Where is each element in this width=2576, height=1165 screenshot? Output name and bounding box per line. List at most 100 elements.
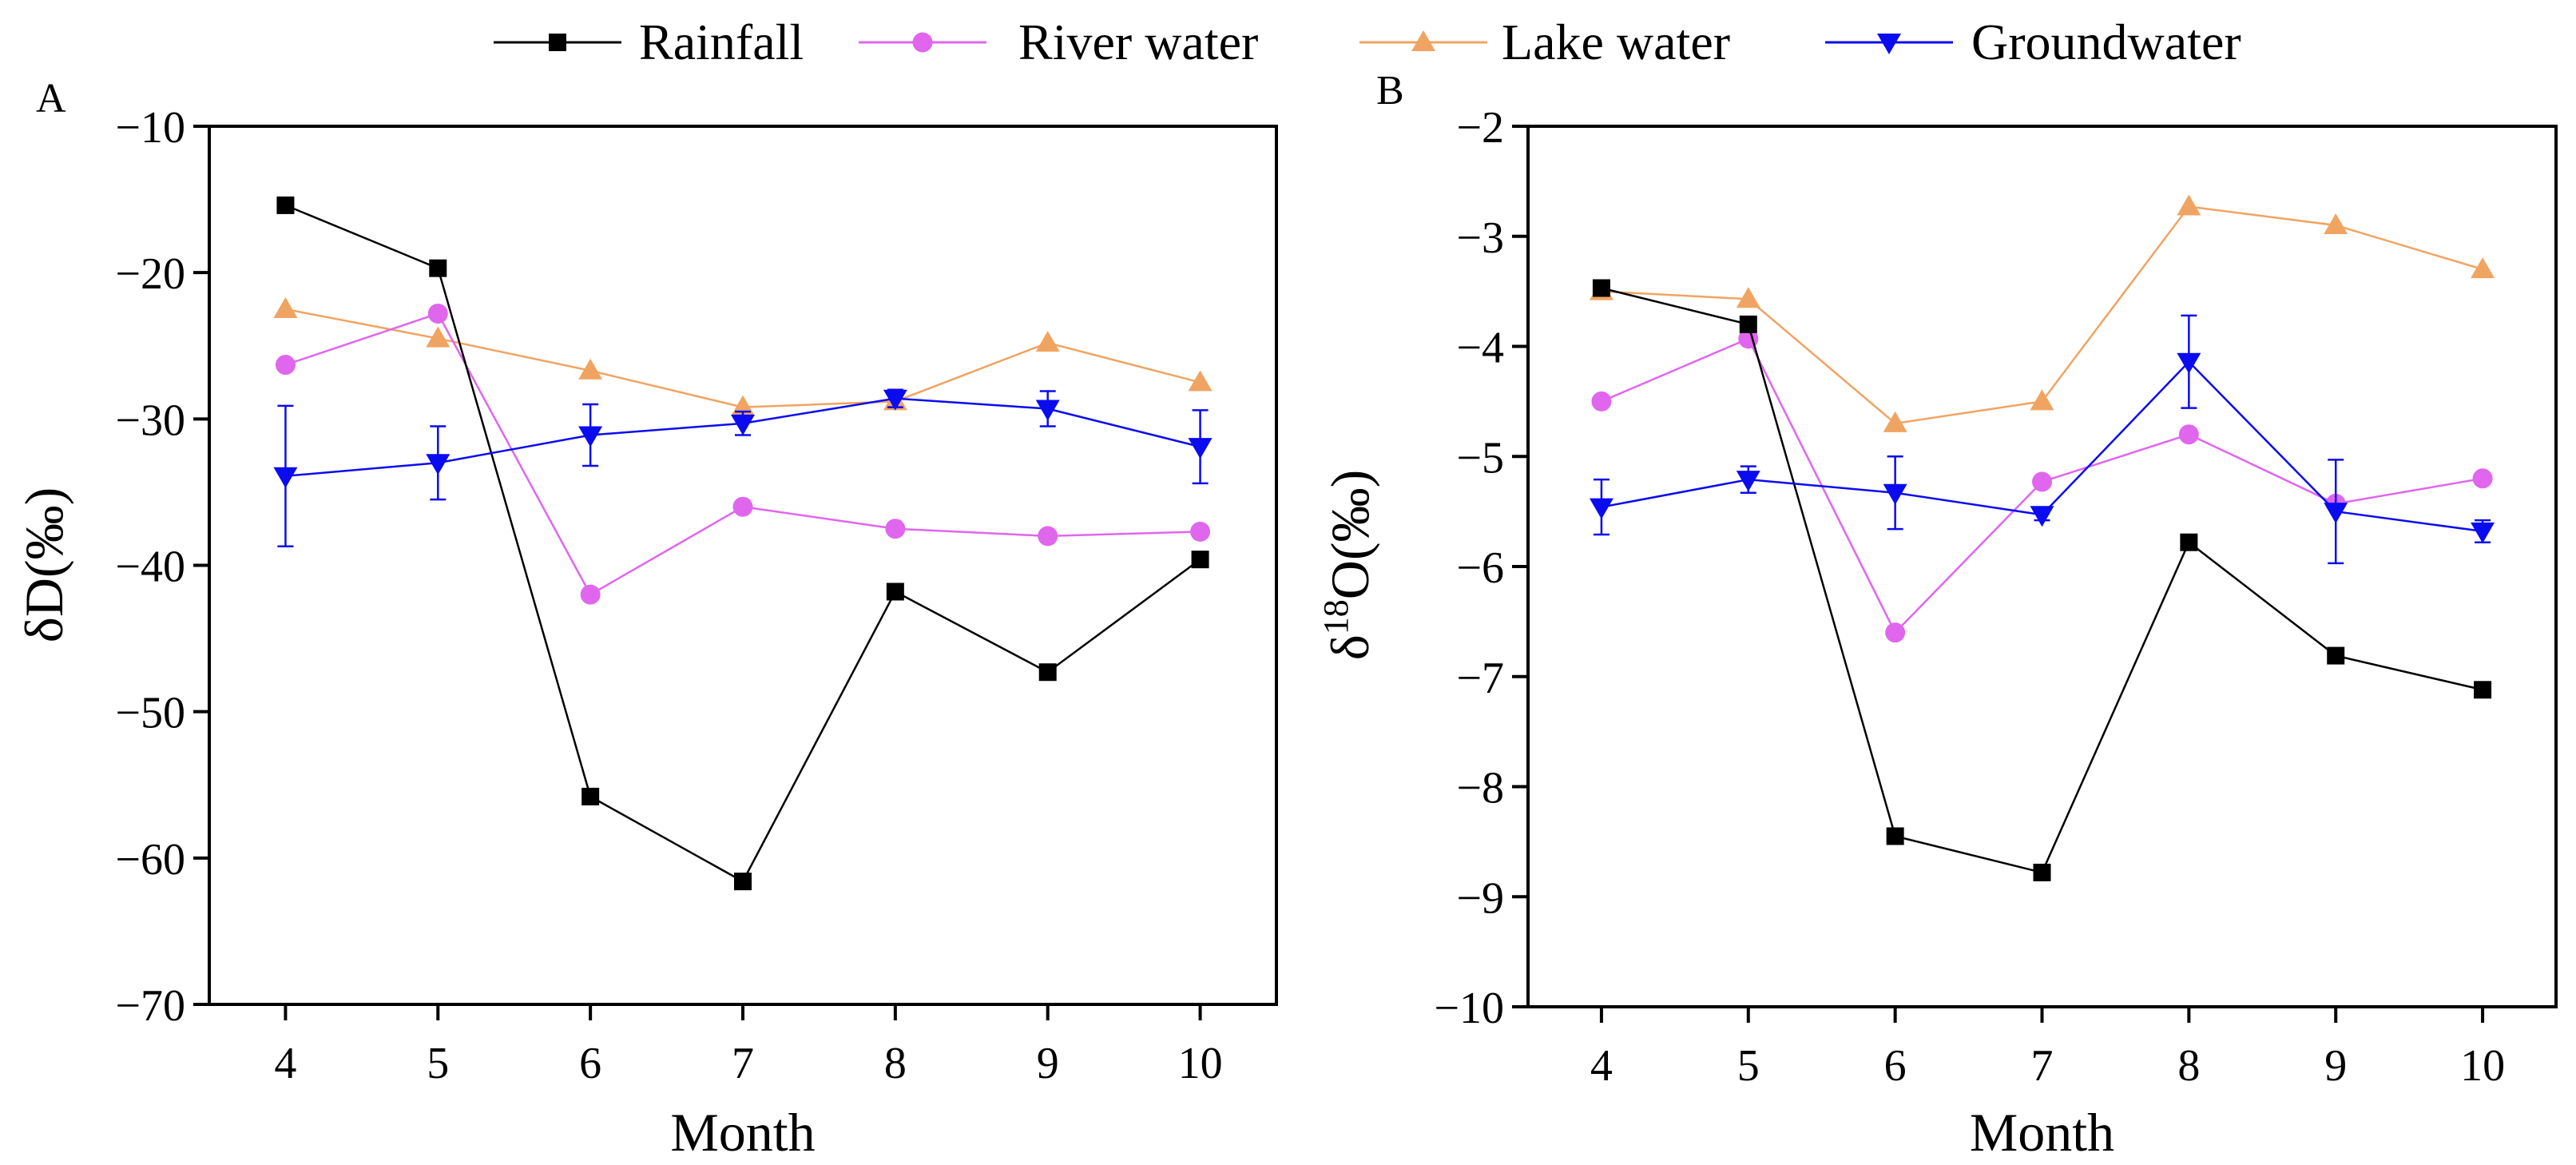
data-point <box>732 496 753 517</box>
legend-label: Groundwater <box>1971 14 2241 70</box>
series-river-water <box>1591 328 2493 643</box>
data-point <box>1592 279 1610 297</box>
legend-marker <box>1411 30 1435 51</box>
series-line <box>285 312 1201 596</box>
panel-letter: A <box>36 76 66 121</box>
x-tick-label: 8 <box>884 1039 907 1088</box>
data-point <box>2178 424 2199 445</box>
data-point <box>580 584 601 605</box>
y-tick-label: −6 <box>1456 543 1504 593</box>
y-tick-label: −30 <box>115 396 185 445</box>
y-tick-label: −10 <box>115 103 185 153</box>
data-point <box>2030 506 2054 527</box>
data-point <box>276 196 295 214</box>
data-point <box>1038 663 1057 682</box>
data-point <box>1035 331 1060 352</box>
x-tick-label: 10 <box>1178 1039 1223 1088</box>
series-groundwater <box>1589 314 2495 565</box>
x-tick-label: 7 <box>732 1039 754 1088</box>
data-point <box>734 873 752 891</box>
data-point <box>1188 438 1213 459</box>
data-point <box>2474 681 2492 699</box>
data-point <box>1591 391 1612 412</box>
data-point <box>2471 522 2495 543</box>
y-tick-label: −70 <box>115 981 185 1031</box>
legend-marker <box>1877 34 1901 54</box>
legend-label: River water <box>1018 14 1258 70</box>
x-tick-label: 7 <box>2031 1041 2054 1091</box>
data-point <box>2180 533 2198 551</box>
series-rainfall <box>1592 279 2492 881</box>
x-tick-label: 10 <box>2460 1041 2505 1091</box>
y-tick-label: −50 <box>115 689 185 738</box>
x-tick-label: 5 <box>427 1039 449 1088</box>
x-tick-label: 9 <box>2324 1041 2347 1091</box>
x-tick-label: 4 <box>274 1039 296 1088</box>
data-point <box>2032 471 2052 492</box>
data-point <box>1589 498 1613 519</box>
data-point <box>1038 526 1058 547</box>
data-point <box>1739 315 1757 333</box>
data-point <box>2030 389 2054 411</box>
data-point <box>273 467 298 488</box>
panel-a: A −70 −60 −50 −40 −30 −20 −10 4 5 6 7 8 9 10 Month δD(‰) <box>14 76 1278 1163</box>
y-tick-label: −9 <box>1456 873 1504 923</box>
y-tick-label: −60 <box>115 835 185 885</box>
legend-label: Lake water <box>1502 14 1730 70</box>
y-tick-label: −2 <box>1456 103 1504 153</box>
data-point <box>2033 863 2051 881</box>
x-tick-label: 5 <box>1737 1041 1760 1091</box>
data-point <box>1883 411 1907 432</box>
y-tick-label: −8 <box>1456 764 1504 813</box>
legend: Rainfall River water Lake water Groundwater <box>494 14 2241 70</box>
data-point <box>2324 503 2348 524</box>
data-point <box>2177 352 2201 374</box>
x-tick-label: 6 <box>579 1039 601 1088</box>
data-point <box>885 519 906 539</box>
x-axis-title: Month <box>1970 1102 2114 1163</box>
data-point <box>1886 827 1904 845</box>
data-point <box>2471 257 2495 279</box>
y-tick-label: −7 <box>1456 654 1504 703</box>
panel-b: B −10 −9 −8 −7 −6 −5 −4 −3 −2 4 5 6 7 8 9 10 Month δ18O(‰) <box>1316 68 2558 1163</box>
data-point <box>1190 521 1211 542</box>
legend-item-rainfall: Rainfall <box>494 14 804 70</box>
y-tick-label: −4 <box>1456 324 1504 373</box>
series-line <box>1601 287 2483 874</box>
legend-marker <box>912 32 933 53</box>
data-point <box>1885 622 1906 643</box>
series-lake-water <box>1589 194 2495 432</box>
x-tick-label: 4 <box>1590 1041 1613 1091</box>
data-point <box>2327 646 2345 665</box>
data-point <box>731 414 755 435</box>
y-axis-title: δD(‰) <box>14 487 74 642</box>
data-point <box>886 582 904 601</box>
data-point <box>426 326 451 348</box>
series-river-water <box>275 303 1211 605</box>
y-tick-label: −10 <box>1434 984 1504 1033</box>
panel-letter: B <box>1376 68 1404 113</box>
y-tick-label: −40 <box>115 543 185 592</box>
data-point <box>2177 194 2201 216</box>
series-line <box>285 308 1201 408</box>
data-point <box>1191 551 1209 569</box>
data-point <box>1736 471 1760 492</box>
data-point <box>883 389 907 411</box>
series-lake-water <box>273 296 1213 416</box>
x-tick-label: 8 <box>2177 1041 2200 1091</box>
series-rainfall <box>276 196 1209 891</box>
legend-item-groundwater: Groundwater <box>1825 14 2241 70</box>
series-groundwater <box>273 388 1213 547</box>
y-tick-label: −20 <box>115 249 185 299</box>
data-point <box>1035 400 1060 421</box>
y-tick-label: −3 <box>1456 213 1504 263</box>
x-axis-title: Month <box>670 1102 815 1163</box>
data-point <box>1736 287 1760 308</box>
legend-label: Rainfall <box>639 14 804 70</box>
series-line <box>284 204 1201 883</box>
data-point <box>429 259 447 277</box>
legend-marker <box>549 34 566 51</box>
y-axis-title: δ18O(‰) <box>1316 470 1380 660</box>
series-line <box>1601 360 2483 533</box>
